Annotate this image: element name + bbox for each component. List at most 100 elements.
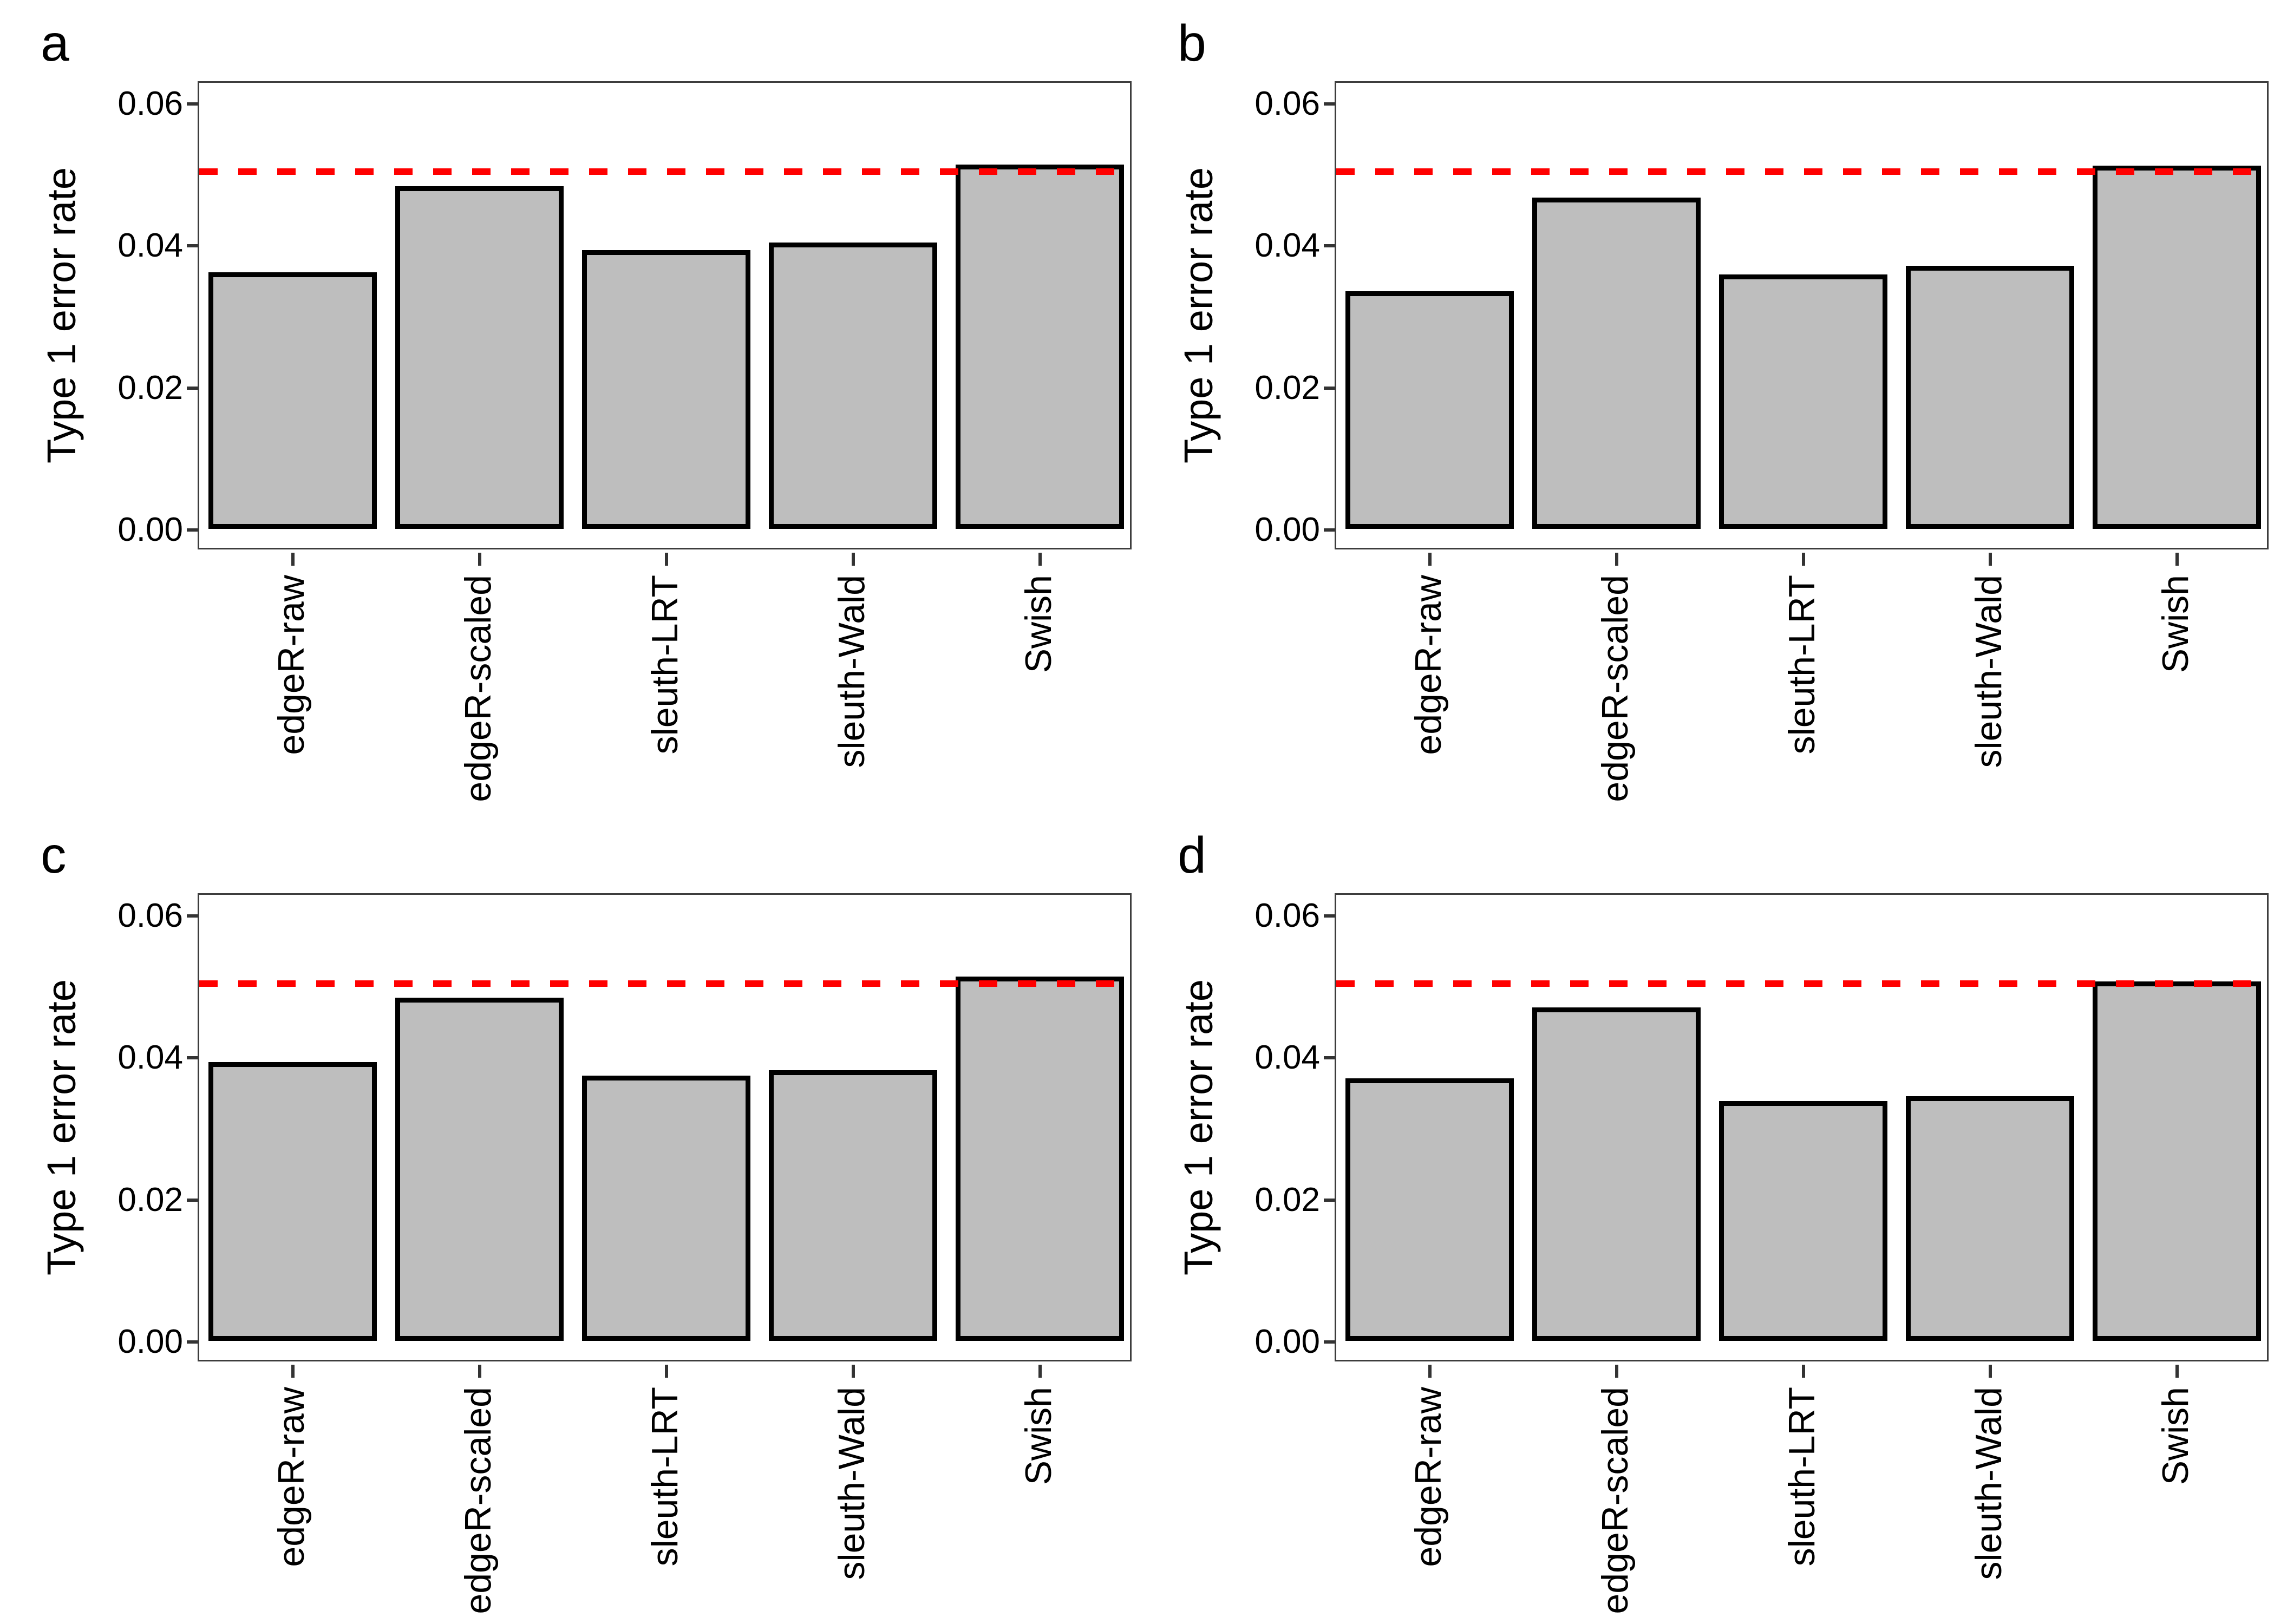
y-tick-mark — [1324, 528, 1335, 532]
x-label-edgeR-raw: edgeR-raw — [1407, 575, 1449, 755]
x-tick-mark — [478, 553, 481, 566]
y-tick-mark — [1324, 102, 1335, 106]
bar-edgeR-scaled — [1532, 198, 1701, 529]
panel-a: a Type 1 error rate edgeR-raw edgeR-scale… — [0, 0, 1137, 812]
bar-Swish — [2093, 166, 2261, 529]
y-axis-title-wrap: Type 1 error rate — [1168, 81, 1228, 549]
x-tick-mark — [1428, 553, 1432, 566]
plot-area — [198, 893, 1132, 1361]
x-label-slot: Swish — [945, 575, 1132, 808]
bar-sleuth-LRT — [582, 250, 750, 529]
bar-sleuth-Wald — [1906, 266, 2074, 529]
y-tick-mark — [187, 1056, 198, 1060]
x-label-slot: Swish — [2082, 1387, 2269, 1620]
bar-sleuth-Wald — [1906, 1096, 2074, 1341]
x-label-slot: sleuth-Wald — [758, 575, 945, 808]
y-tick-mark — [1324, 914, 1335, 918]
reference-line-0.05 — [199, 980, 1130, 987]
y-tick-label: 0.00 — [117, 510, 183, 548]
y-tick-label: 0.04 — [1254, 1039, 1320, 1077]
x-tick-mark — [291, 1365, 295, 1378]
bar-sleuth-LRT — [1719, 1101, 1887, 1341]
bar-edgeR-scaled — [395, 186, 564, 529]
y-tick-mark — [187, 914, 198, 918]
y-tick-mark — [187, 244, 198, 248]
plot-area — [198, 81, 1132, 549]
reference-line-0.05 — [1336, 980, 2267, 987]
x-tick-mark — [1615, 1365, 1618, 1378]
y-axis-title-wrap: Type 1 error rate — [31, 893, 91, 1361]
x-label-slot: sleuth-LRT — [1708, 1387, 1895, 1620]
panel-tag-b: b — [1178, 15, 1206, 72]
y-axis-title-wrap: Type 1 error rate — [31, 81, 91, 549]
x-tick-mark — [478, 1365, 481, 1378]
plot-inner — [1336, 895, 2267, 1360]
x-tick-mark — [1988, 1365, 1992, 1378]
plot-area — [1335, 893, 2269, 1361]
panel-b: b Type 1 error rate edgeR-raw edgeR-scale… — [1137, 0, 2274, 812]
x-label-sleuth-Wald: sleuth-Wald — [1968, 1387, 2009, 1580]
y-axis-title: Type 1 error rate — [38, 979, 84, 1275]
y-tick-label: 0.04 — [117, 227, 183, 265]
x-label-sleuth-LRT: sleuth-LRT — [644, 1387, 685, 1567]
x-tick-mark — [664, 553, 668, 566]
x-label-slot: sleuth-Wald — [1895, 575, 2082, 808]
x-tick-mark — [1801, 1365, 1805, 1378]
x-label-sleuth-LRT: sleuth-LRT — [1781, 1387, 1822, 1567]
bar-edgeR-raw — [208, 1062, 377, 1341]
y-tick-mark — [1324, 1340, 1335, 1344]
panel-tag-d: d — [1178, 827, 1206, 884]
y-axis-title: Type 1 error rate — [38, 167, 84, 463]
x-tick-mark — [1038, 1365, 1042, 1378]
y-tick-mark — [187, 1340, 198, 1344]
x-label-slot: sleuth-LRT — [571, 575, 758, 808]
x-tick-mark — [1988, 553, 1992, 566]
x-label-slot: edgeR-raw — [1335, 1387, 1521, 1620]
bar-Swish — [956, 977, 1124, 1341]
x-axis-labels: edgeR-raw edgeR-scaled sleuth-LRT sleuth-Wa… — [198, 1387, 1132, 1620]
x-label-Swish: Swish — [1017, 1387, 1059, 1485]
x-axis-labels: edgeR-raw edgeR-scaled sleuth-LRT sleuth-Wa… — [198, 575, 1132, 808]
bar-edgeR-scaled — [1532, 1007, 1701, 1341]
x-tick-mark — [2175, 1365, 2179, 1378]
bar-sleuth-Wald — [769, 1070, 937, 1341]
y-tick-label: 0.02 — [117, 369, 183, 407]
x-label-slot: sleuth-Wald — [1895, 1387, 2082, 1620]
x-label-sleuth-Wald: sleuth-Wald — [1968, 575, 2009, 768]
panel-c: c Type 1 error rate edgeR-raw edgeR-scale… — [0, 812, 1137, 1624]
x-label-sleuth-Wald: sleuth-Wald — [831, 575, 872, 768]
x-tick-mark — [851, 553, 855, 566]
bar-sleuth-LRT — [1719, 274, 1887, 529]
x-tick-mark — [1428, 1365, 1432, 1378]
y-tick-label: 0.00 — [117, 1322, 183, 1360]
y-tick-label: 0.06 — [117, 897, 183, 935]
x-label-slot: sleuth-LRT — [571, 1387, 758, 1620]
y-tick-label: 0.02 — [1254, 369, 1320, 407]
y-tick-mark — [187, 102, 198, 106]
y-tick-mark — [1324, 1056, 1335, 1060]
y-tick-label: 0.06 — [1254, 85, 1320, 123]
bar-sleuth-LRT — [582, 1076, 750, 1341]
plot-inner — [199, 895, 1130, 1360]
x-label-slot: edgeR-raw — [1335, 575, 1521, 808]
plot-inner — [1336, 83, 2267, 548]
y-tick-label: 0.00 — [1254, 510, 1320, 548]
x-label-slot: sleuth-Wald — [758, 1387, 945, 1620]
reference-line-0.05 — [199, 168, 1130, 175]
y-tick-label: 0.02 — [117, 1181, 183, 1219]
x-label-edgeR-scaled: edgeR-scaled — [457, 575, 499, 802]
x-label-slot: sleuth-LRT — [1708, 575, 1895, 808]
panel-tag-a: a — [41, 15, 69, 72]
x-label-sleuth-LRT: sleuth-LRT — [644, 575, 685, 755]
plot-inner — [199, 83, 1130, 548]
y-tick-mark — [187, 386, 198, 390]
y-tick-mark — [187, 528, 198, 532]
x-label-sleuth-LRT: sleuth-LRT — [1781, 575, 1822, 755]
plot-area — [1335, 81, 2269, 549]
x-label-slot: edgeR-raw — [198, 1387, 384, 1620]
x-label-edgeR-scaled: edgeR-scaled — [457, 1387, 499, 1614]
bar-edgeR-raw — [1345, 291, 1514, 529]
x-label-edgeR-raw: edgeR-raw — [270, 575, 312, 755]
y-tick-label: 0.00 — [1254, 1322, 1320, 1360]
